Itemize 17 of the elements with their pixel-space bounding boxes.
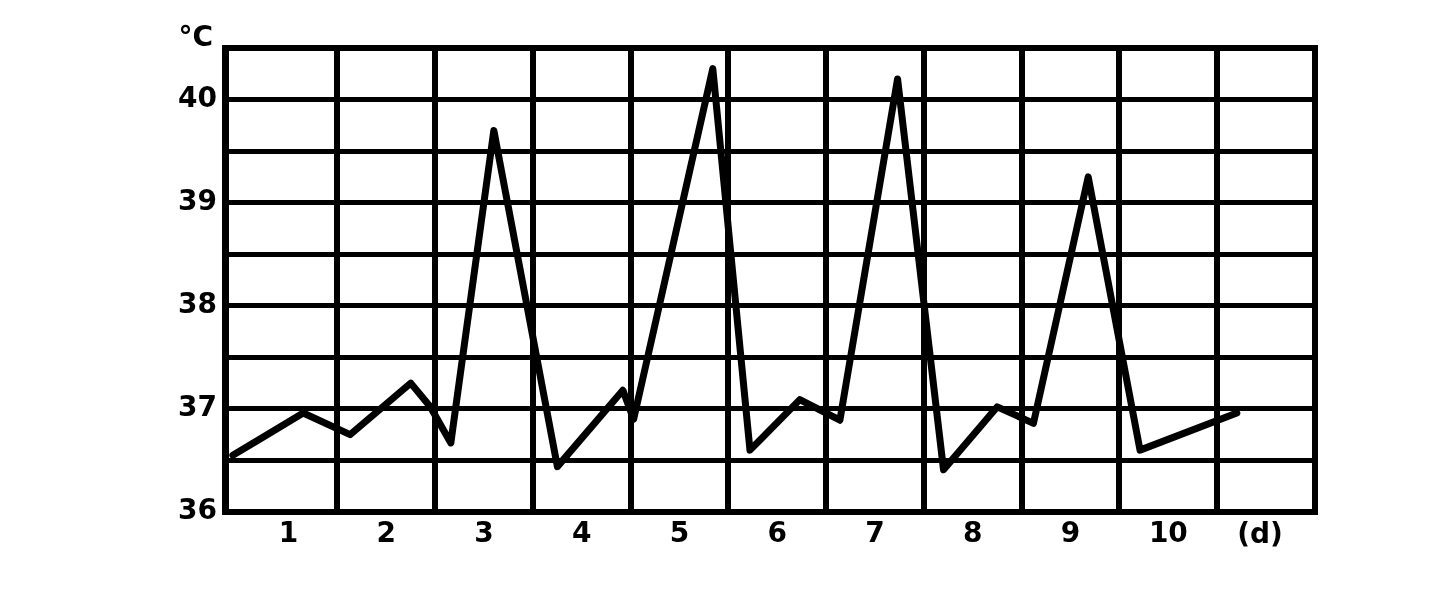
y-tick-label: 39	[178, 183, 217, 217]
x-tick-label: 1	[278, 516, 299, 550]
y-tick-label: 40	[178, 80, 217, 114]
x-tick-label: 10	[1148, 516, 1188, 550]
x-tick-label: 8	[963, 516, 983, 550]
x-tick-label: 7	[865, 516, 885, 550]
x-tick-label: 5	[669, 516, 690, 550]
x-tick-label: 4	[572, 516, 592, 550]
y-axis-title: °C	[178, 20, 213, 54]
x-tick-label: 3	[474, 516, 494, 550]
x-axis-title: (d)	[1237, 517, 1283, 551]
y-tick-label: 36	[178, 493, 217, 527]
x-tick-label: 9	[1060, 516, 1081, 550]
y-tick-label: 38	[178, 287, 217, 321]
y-tick-label: 37	[178, 390, 217, 424]
x-tick-label: 6	[767, 516, 788, 550]
x-tick-label: 2	[376, 516, 397, 550]
